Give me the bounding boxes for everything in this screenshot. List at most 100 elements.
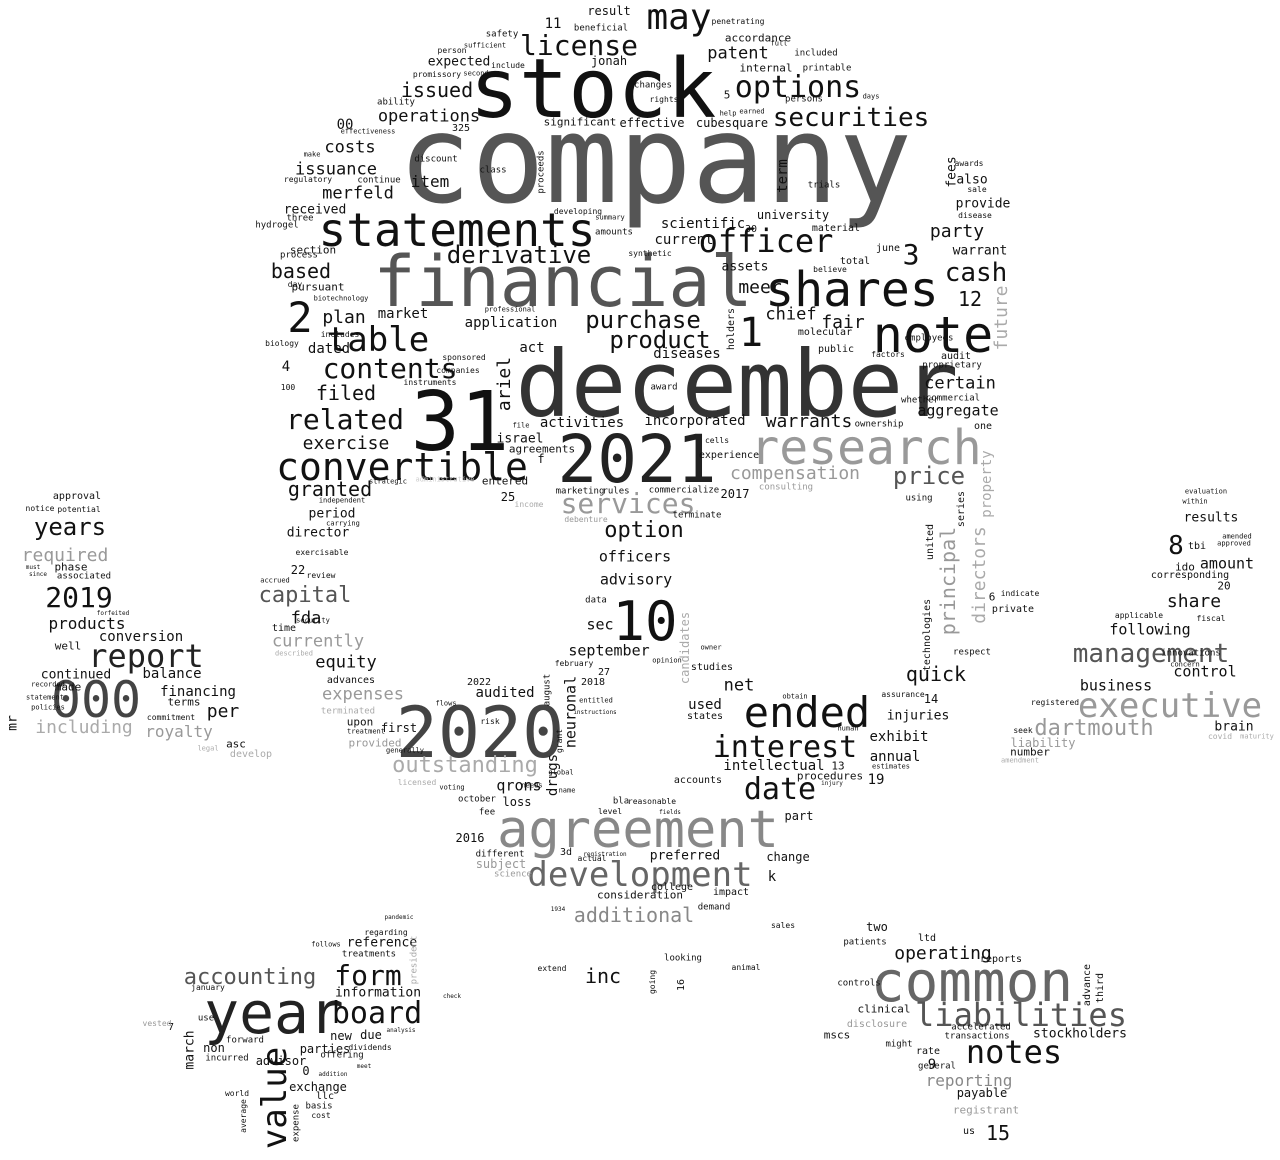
word: persons [785,94,823,105]
word: granted [287,477,373,501]
word: 00 [336,117,354,133]
word: advance [1082,963,1093,1007]
word: transactions [944,1031,1010,1042]
word: series [956,490,967,528]
word: following [1109,620,1191,639]
word: notes [965,1033,1063,1071]
word: based [270,259,332,283]
word: may [646,0,712,38]
word: issuance [295,159,377,180]
word: liabilities [915,996,1127,1034]
word: public [817,344,855,355]
word: discount [414,154,458,165]
word: registration [583,851,627,858]
word: executive [1077,686,1263,726]
word: injuries [886,708,950,724]
word: hydrogel [255,220,299,231]
word: estimates [872,762,910,771]
word: outstanding [392,753,538,778]
word: merfeld [322,183,394,204]
word: llc [315,1091,335,1102]
word: agreement [497,800,779,860]
word: pursuant [291,280,345,294]
word: ariel [494,356,515,412]
word: developing [553,207,603,216]
word: quick [905,662,967,686]
word: section [289,243,337,257]
word: non [203,1041,225,1055]
word: biotechnology [313,294,369,303]
word: reports [979,954,1023,965]
word: dartmouth [1034,716,1154,741]
word: applicable [1114,611,1164,620]
word: parties [299,1042,351,1056]
word: 4 [281,359,291,375]
word: agreements [508,442,576,456]
word: fda [290,608,322,629]
word: make [303,150,321,159]
word: global [548,768,574,777]
word: commercialize [648,485,720,496]
word: factors [871,350,905,359]
word: accounts [673,775,723,786]
word: seek [1013,726,1033,735]
word: legal [197,744,219,753]
word: award [650,382,678,393]
word: conversion [98,629,184,645]
word: name [558,786,576,795]
word: loss [502,795,532,809]
word: summary [595,213,625,222]
word: united [925,523,936,561]
word: mr [5,715,21,731]
word: k [767,869,777,885]
word: review [306,571,336,580]
word: product [609,326,711,354]
word: operations [377,106,481,127]
word: operating [894,943,992,964]
word: future [991,285,1012,351]
word: item [410,172,450,191]
word: options [734,70,862,105]
word: 13 [831,759,845,773]
word: generally [386,746,424,755]
word: f [537,452,545,466]
word: commitment [146,713,196,722]
word: 19 [867,772,885,788]
word: interest [712,730,858,765]
word: 2022 [466,677,492,688]
word: report [88,637,204,675]
word: cost [311,1111,331,1120]
word: 22 [290,563,306,577]
word: application [464,315,558,331]
word: date [743,772,817,807]
word: per [206,701,240,722]
word: purchase [585,306,701,334]
word: patent [707,43,769,64]
word: data [585,595,607,606]
word: filed [315,381,377,405]
word: proprietary [922,360,982,371]
word: technologies [922,598,933,672]
word: general [918,1061,956,1072]
word: annual [869,749,921,765]
word: analysis [386,1027,416,1034]
word: accelerated [951,1022,1011,1033]
word: including [35,717,133,738]
word: intellectual [723,758,825,774]
word: develop [229,749,273,760]
word: fields [659,809,681,816]
word: number [1010,745,1050,759]
word: university [756,208,830,222]
word: holders [726,307,737,351]
word: diseases [653,346,721,362]
word: liability [1010,736,1076,750]
word: rights [649,95,679,104]
word: one [973,421,993,432]
word: three [286,213,314,224]
word: 15 [985,1121,1011,1145]
word: term [775,159,791,193]
word: carrying [326,519,360,528]
word: equity [315,652,377,673]
word: compensation [729,463,861,484]
